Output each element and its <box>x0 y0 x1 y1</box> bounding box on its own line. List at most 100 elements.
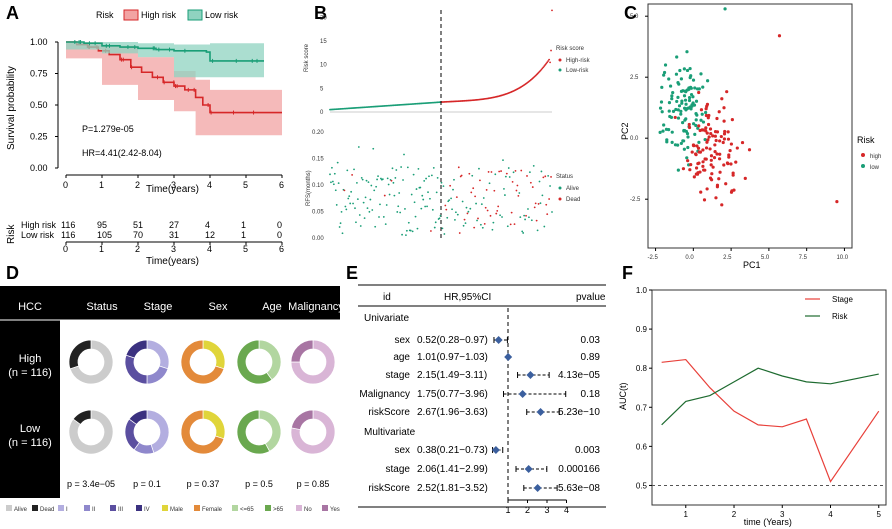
pca-point-high <box>718 139 722 143</box>
risk-table-cell: 1 <box>241 220 246 230</box>
pca-point-low <box>682 139 686 143</box>
forest-row-ci: 2.06(1.41−2.99) <box>417 464 488 475</box>
pca-point-high <box>708 127 713 131</box>
pca-point-high <box>747 148 752 152</box>
donut-legend-label: No <box>304 507 312 513</box>
status-point <box>444 204 447 207</box>
auc-y-tick-label: 1.0 <box>636 286 648 295</box>
top-legend-key-high <box>558 58 562 62</box>
status-point <box>496 209 499 212</box>
x-tick-label: 0 <box>63 180 68 190</box>
pca-point-low <box>658 106 663 110</box>
donut-legend-label: <=65 <box>240 507 254 513</box>
status-point <box>482 197 485 199</box>
forest-row-name: riskScore <box>368 483 410 494</box>
pca-point-low <box>682 147 686 151</box>
status-point <box>365 179 368 182</box>
pca-point-high <box>726 130 730 134</box>
status-point <box>416 227 419 230</box>
status-point <box>551 211 553 213</box>
auc-line-risk <box>661 367 879 426</box>
bottom-y-tick-label: 0.00 <box>312 236 324 242</box>
status-point <box>420 207 423 210</box>
status-point <box>527 208 529 210</box>
status-point <box>537 203 540 205</box>
status-point <box>401 233 403 236</box>
risk-table-tick-label: 6 <box>279 244 284 254</box>
status-point <box>360 176 363 179</box>
risk-table-tick-label: 1 <box>99 244 104 254</box>
risk-table-cell: 51 <box>133 220 143 230</box>
pca-point-low <box>681 121 685 125</box>
status-point <box>386 177 389 180</box>
risk-table-row-label: High risk <box>21 220 57 230</box>
status-point <box>484 206 487 209</box>
pca-point-high <box>686 159 690 163</box>
pca-point-low <box>670 97 674 101</box>
risk-table-x-label: Time(years) <box>146 256 199 267</box>
donut-segment <box>180 339 225 385</box>
pca-point-low <box>685 68 690 73</box>
pca-x-tick-label: 7.5 <box>799 255 808 261</box>
pca-point-low <box>689 86 693 90</box>
status-point <box>451 208 453 211</box>
status-point <box>394 177 397 179</box>
donut-legend-label: III <box>118 507 123 513</box>
panel-letter-c: C <box>624 3 637 23</box>
status-point <box>359 225 362 227</box>
forest-row-ci: 0.38(0.21−0.73) <box>417 445 488 456</box>
forest-section-label: Univariate <box>364 313 409 324</box>
pca-point-high <box>717 157 722 161</box>
pca-legend-label-high: high <box>870 154 881 160</box>
status-point <box>377 175 379 178</box>
status-point <box>358 214 361 216</box>
donut-legend-key <box>136 505 142 511</box>
pca-point-low <box>695 87 700 91</box>
risk-table-cell: 116 <box>61 230 75 240</box>
pca-x-tick-label: 5.0 <box>761 255 770 261</box>
status-point <box>370 184 373 187</box>
pca-point-low <box>678 68 682 73</box>
pca-point-high <box>704 126 708 130</box>
status-point <box>361 178 364 181</box>
status-point <box>355 221 357 224</box>
status-point <box>337 182 340 185</box>
pca-point-high <box>714 196 718 200</box>
risk-table-tick-label: 2 <box>135 244 140 254</box>
p-value-annotation: P=1.279e-05 <box>82 124 134 134</box>
pca-x-tick-label: 10.0 <box>836 255 848 261</box>
status-point <box>450 197 452 200</box>
status-point <box>393 194 396 197</box>
status-point <box>533 206 536 209</box>
panel-letter-b: B <box>314 3 327 23</box>
pca-point-high <box>691 143 696 147</box>
forest-row-ci: 2.52(1.81−3.52) <box>417 483 488 494</box>
risk-table-cell: 4 <box>205 220 210 230</box>
forest-row-pvalue: 0.89 <box>581 352 601 363</box>
pca-y-tick-label: 2.5 <box>630 75 639 81</box>
top-legend-label-low: Low-risk <box>566 68 589 74</box>
status-point <box>336 161 339 164</box>
pca-y-tick-label: 5.0 <box>630 14 639 20</box>
pca-point-high <box>687 122 691 127</box>
status-point <box>369 198 372 201</box>
donut-pvalue: p = 3.4e−05 <box>67 479 115 489</box>
status-point <box>544 175 547 178</box>
status-point <box>439 214 442 217</box>
status-point <box>400 166 403 168</box>
pca-point-low <box>693 86 697 90</box>
hr-annotation: HR=4.41(2.42-8.04) <box>82 148 162 158</box>
survival-curve-low <box>66 41 264 62</box>
status-point <box>550 176 552 178</box>
y-tick-label: 1.00 <box>30 37 48 47</box>
status-point <box>353 168 355 171</box>
status-point <box>454 218 456 221</box>
risk-table-cell: 27 <box>169 220 179 230</box>
status-point <box>338 226 341 228</box>
pca-point-high <box>706 116 710 120</box>
pca-point-high <box>715 152 719 156</box>
status-point <box>344 205 347 208</box>
status-point <box>435 191 438 194</box>
top-y-tick-label: 10 <box>320 63 327 69</box>
